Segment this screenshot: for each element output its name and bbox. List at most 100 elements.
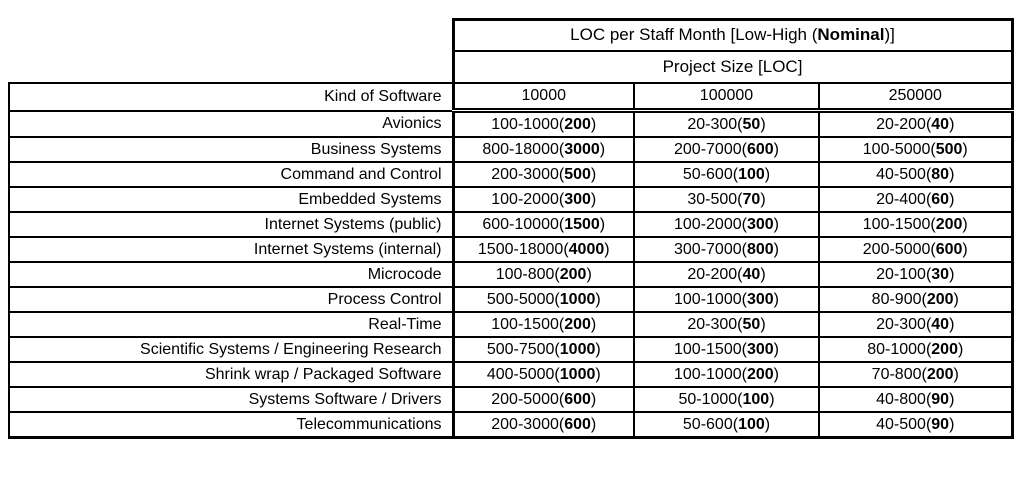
nominal-value: 1000 (559, 365, 596, 383)
nominal-value: 3000 (564, 140, 600, 158)
value-cell: 20-200(40) (817, 109, 1014, 138)
table-row: Scientific Systems / Engineering Researc… (8, 336, 1014, 363)
value-cell: 20-300(50) (633, 109, 820, 138)
size-header-250000: 250000 (817, 83, 1014, 113)
nominal-value: 200 (746, 365, 774, 383)
value-cell: 100-1500(300) (633, 336, 820, 363)
table-row: Microcode 100-800(200) 20-200(40) 20-100(30… (8, 261, 1014, 288)
table-row: Systems Software / Drivers 200-5000(600) 5… (8, 386, 1014, 413)
value-cell: 100-1000(200) (452, 109, 635, 138)
table-row: Business Systems 800-18000(3000) 200-7000(… (8, 136, 1014, 163)
row-header-cell: Systems Software / Drivers (8, 386, 455, 413)
nominal-value: 300 (746, 290, 774, 308)
nominal-value: 90 (931, 390, 950, 408)
value-cell: 40-500(80) (817, 161, 1014, 188)
table-row: Process Control 500-5000(1000) 100-1000(30… (8, 286, 1014, 313)
value-cell: 20-300(40) (817, 311, 1014, 338)
value-cell: 100-2000(300) (633, 211, 820, 238)
row-header-cell: Internet Systems (public) (8, 211, 455, 238)
size-header-100000: 100000 (633, 83, 820, 113)
nominal-value: 800 (746, 240, 774, 258)
nominal-value: 200 (935, 215, 963, 233)
title-bold: Nominal (817, 25, 885, 45)
kind-of-software-header: Kind of Software (8, 82, 455, 112)
value-cell: 200-5000(600) (817, 236, 1014, 263)
nominal-value: 200 (926, 290, 954, 308)
row-header-cell: Internet Systems (internal) (8, 236, 455, 263)
value-cell: 800-18000(3000) (452, 136, 635, 163)
value-cell: 200-3000(500) (452, 161, 635, 188)
nominal-value: 4000 (568, 240, 605, 258)
nominal-value: 40 (931, 315, 950, 333)
column-header-row: Kind of Software 10000 100000 250000 (8, 82, 1014, 113)
nominal-value: 100 (738, 415, 765, 433)
value-cell: 600-10000(1500) (452, 211, 635, 238)
value-cell: 200-5000(600) (452, 386, 635, 413)
nominal-value: 1500 (564, 215, 600, 233)
value-cell: 40-800(90) (817, 386, 1014, 413)
nominal-value: 60 (931, 190, 950, 208)
nominal-value: 50 (742, 315, 761, 333)
value-cell: 400-5000(1000) (452, 361, 635, 388)
nominal-value: 200 (931, 340, 958, 358)
value-cell: 100-800(200) (452, 261, 635, 288)
nominal-value: 70 (742, 190, 761, 208)
row-header-cell: Embedded Systems (8, 186, 455, 213)
title-suffix: )] (884, 25, 895, 45)
value-cell: 100-1500(200) (452, 311, 635, 338)
nominal-value: 600 (564, 415, 591, 433)
nominal-value: 90 (931, 415, 950, 433)
value-cell: 500-7500(1000) (452, 336, 635, 363)
nominal-value: 80 (931, 165, 950, 183)
blank-cell (9, 51, 453, 83)
value-cell: 500-5000(1000) (452, 286, 635, 313)
row-header-cell: Telecommunications (8, 411, 455, 439)
nominal-value: 200 (926, 365, 954, 383)
value-cell: 300-7000(800) (633, 236, 820, 263)
table-row: Internet Systems (internal) 1500-18000(40… (8, 236, 1014, 263)
nominal-value: 300 (564, 190, 591, 208)
table-row: Command and Control 200-3000(500) 50-600(1… (8, 161, 1014, 188)
row-header-cell: Scientific Systems / Engineering Researc… (8, 336, 455, 363)
nominal-value: 600 (935, 240, 963, 258)
row-header-cell: Command and Control (8, 161, 455, 188)
nominal-value: 600 (564, 390, 591, 408)
value-cell: 50-600(100) (633, 161, 820, 188)
table-row: Internet Systems (public) 600-10000(1500)… (8, 211, 1014, 238)
table-row: Telecommunications 200-3000(600) 50-600(10… (8, 411, 1014, 439)
nominal-value: 500 (564, 165, 591, 183)
nominal-value: 30 (931, 265, 950, 283)
row-header-cell: Microcode (8, 261, 455, 288)
nominal-value: 200 (564, 115, 591, 133)
value-cell: 1500-18000(4000) (452, 236, 635, 263)
value-cell: 100-1000(300) (633, 286, 820, 313)
row-header-cell: Process Control (8, 286, 455, 313)
value-cell: 100-1000(200) (633, 361, 820, 388)
value-cell: 200-3000(600) (452, 411, 635, 439)
subtitle-row: Project Size [LOC] (9, 51, 1014, 84)
loc-per-staff-month-table: LOC per Staff Month [Low-High (Nominal)]… (8, 18, 1014, 439)
value-cell: 30-500(70) (633, 186, 820, 213)
value-cell: 100-2000(300) (452, 186, 635, 213)
value-cell: 20-200(40) (633, 261, 820, 288)
nominal-value: 500 (935, 140, 963, 158)
value-cell: 100-5000(500) (817, 136, 1014, 163)
nominal-value: 100 (738, 165, 765, 183)
value-cell: 80-1000(200) (817, 336, 1014, 363)
nominal-value: 100 (742, 390, 770, 408)
value-cell: 40-500(90) (817, 411, 1014, 439)
nominal-value: 200 (564, 315, 591, 333)
table-title: LOC per Staff Month [Low-High (Nominal)] (451, 18, 1014, 52)
row-header-cell: Business Systems (8, 136, 455, 163)
title-row: LOC per Staff Month [Low-High (Nominal)] (9, 18, 1014, 52)
value-cell: 20-300(50) (633, 311, 820, 338)
row-header-cell: Avionics (8, 109, 455, 138)
table-row: Real-Time 100-1500(200) 20-300(50) 20-300(4… (8, 311, 1014, 338)
row-header-cell: Real-Time (8, 311, 455, 338)
row-header-cell: Shrink wrap / Packaged Software (8, 361, 455, 388)
nominal-value: 40 (931, 115, 950, 133)
table-body: Avionics 100-1000(200) 20-300(50) 20-200(40… (8, 109, 1014, 439)
value-cell: 70-800(200) (817, 361, 1014, 388)
value-cell: 80-900(200) (817, 286, 1014, 313)
